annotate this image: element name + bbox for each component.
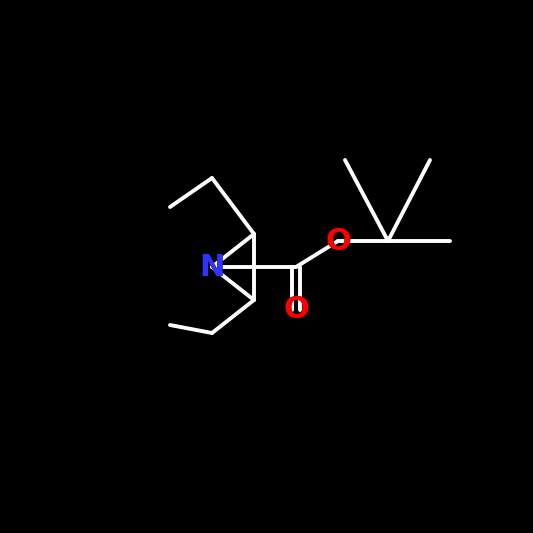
Text: O: O <box>283 295 309 325</box>
Text: O: O <box>325 227 351 255</box>
Text: O: O <box>325 227 351 255</box>
Text: N: N <box>199 253 225 281</box>
Text: N: N <box>199 253 225 281</box>
Text: O: O <box>283 295 309 325</box>
